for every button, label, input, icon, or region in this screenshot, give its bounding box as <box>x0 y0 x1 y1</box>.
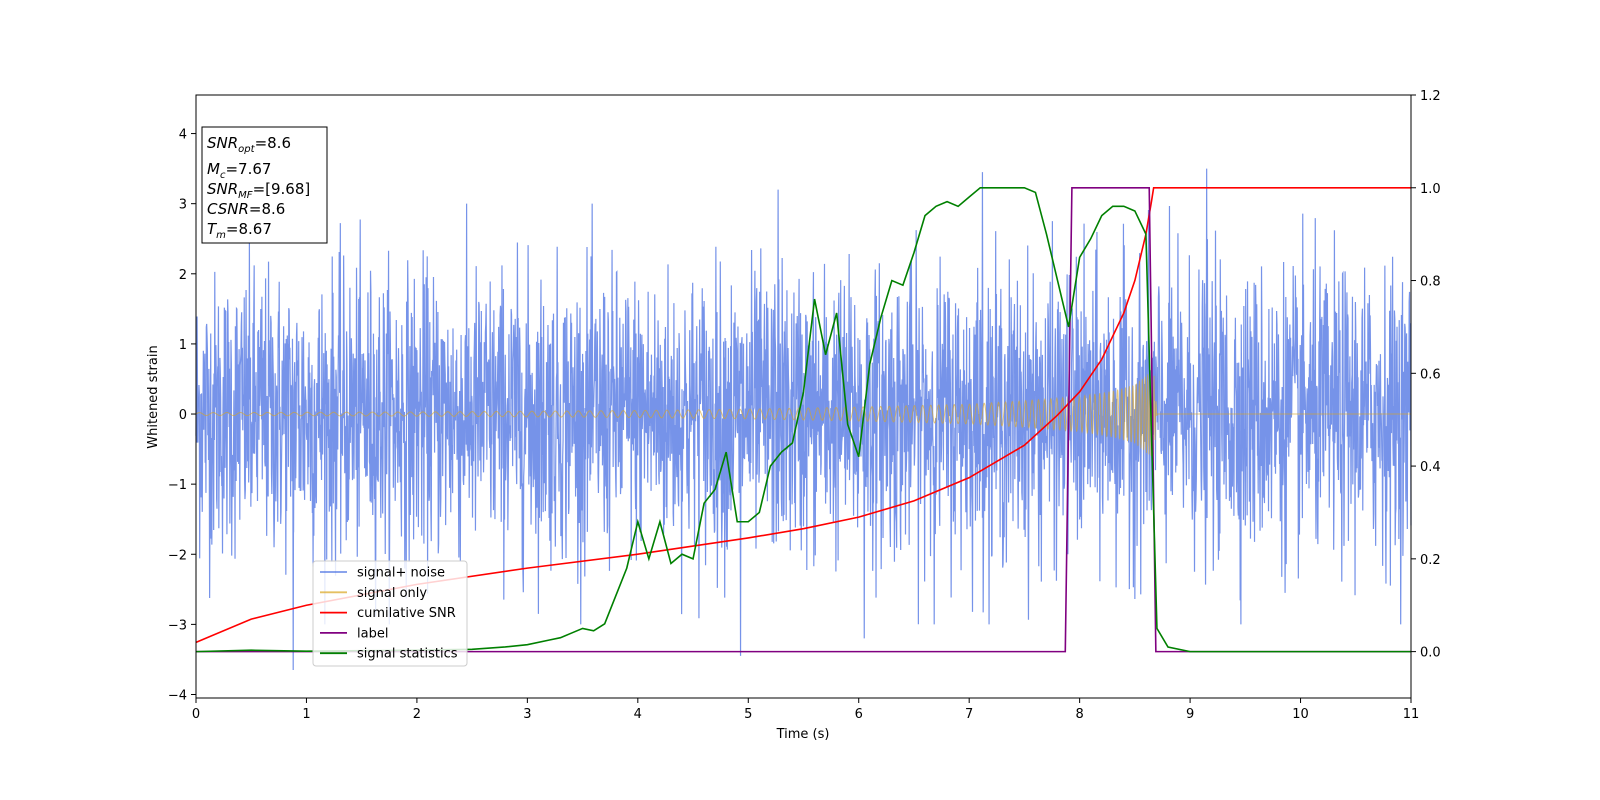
legend-label: cumilative SNR <box>357 606 456 621</box>
x-tick-label: 2 <box>413 707 421 722</box>
y-tick-label: 2 <box>179 268 187 283</box>
annotation-line: CSNR=8.6 <box>207 200 285 218</box>
y-tick-label: 0 <box>179 408 187 423</box>
annotation-base: T <box>207 220 218 238</box>
y2-tick-label: 0.0 <box>1420 646 1441 661</box>
annotation-line: Tm=8.67 <box>207 220 272 241</box>
annotation-value: =8.67 <box>226 220 272 238</box>
x-tick-label: 8 <box>1075 707 1083 722</box>
x-axis-label: Time (s) <box>776 727 830 742</box>
x-tick-label: 10 <box>1292 707 1309 722</box>
x-tick-label: 4 <box>634 707 642 722</box>
y-tick-label: −2 <box>168 548 187 563</box>
annotation-line: SNRMF=[9.68] <box>207 180 310 201</box>
legend-label: signal statistics <box>357 647 458 662</box>
series-signal-noise-line <box>195 168 1412 670</box>
y2-tick-label: 1.0 <box>1420 182 1441 197</box>
y2-tick-label: 1.2 <box>1420 89 1441 104</box>
annotation-value: =8.6 <box>249 200 285 218</box>
y-tick-label: −1 <box>168 478 187 493</box>
y2-tick-label: 0.2 <box>1420 553 1441 568</box>
y-axis-label: Whitened strain <box>146 345 161 448</box>
x-tick-label: 5 <box>744 707 752 722</box>
annotation-base: SNR <box>207 134 238 152</box>
annotation-line: SNRopt=8.6 <box>207 134 291 155</box>
x-tick-label: 0 <box>192 707 200 722</box>
y-tick-label: 1 <box>179 338 187 353</box>
y-tick-label: 4 <box>179 128 187 143</box>
legend-label: signal+ noise <box>357 566 445 581</box>
annotation-subscript: MF <box>238 190 253 201</box>
legend-frame <box>312 560 468 667</box>
plot-layer <box>195 168 1412 670</box>
annotation-frame <box>201 126 328 244</box>
axis-layer: 0 1 2 3 4 5 6 7 8 9 10 11 −4 −3 −2 −1 0 1 2 3 4 0.0 0.2 0.4 0.6 0… <box>168 89 1441 722</box>
y-tick-label: −4 <box>168 688 187 703</box>
y2-tick-label: 0.8 <box>1420 275 1441 290</box>
annotation-subscript: c <box>220 170 226 181</box>
x-tick-label: 7 <box>965 707 973 722</box>
y-tick-label: −3 <box>168 618 187 633</box>
x-tick-label: 3 <box>523 707 531 722</box>
legend: signal+ noise signal only cumilative SNR la… <box>312 560 468 667</box>
annotation-subscript: opt <box>238 144 255 155</box>
annotation-value: =8.6 <box>255 134 291 152</box>
y-tick-label: 3 <box>179 198 187 213</box>
annotation-base: SNR <box>207 180 238 198</box>
annotation-line: Mc=7.67 <box>207 160 271 181</box>
x-tick-label: 9 <box>1186 707 1194 722</box>
y2-tick-label: 0.4 <box>1420 460 1441 475</box>
x-tick-label: 11 <box>1403 707 1420 722</box>
series-signal-statistics-line <box>195 186 1411 653</box>
annotation-base: M <box>207 160 220 178</box>
annotation-subscript: m <box>216 230 226 241</box>
legend-label: label <box>357 626 388 641</box>
y2-tick-label: 0.6 <box>1420 367 1441 382</box>
annotation-value: =[9.68] <box>253 180 311 198</box>
annotation-base: CSNR <box>207 200 249 218</box>
series-signal-only-line <box>195 373 1411 456</box>
legend-label: signal only <box>357 586 427 601</box>
annotation-value: =7.67 <box>225 160 271 178</box>
annotation-box: SNRopt=8.6Mc=7.67SNRMF=[9.68]CSNR=8.6Tm=… <box>201 126 328 244</box>
x-tick-label: 6 <box>855 707 863 722</box>
x-tick-label: 1 <box>302 707 310 722</box>
plot-frame <box>195 94 1412 699</box>
